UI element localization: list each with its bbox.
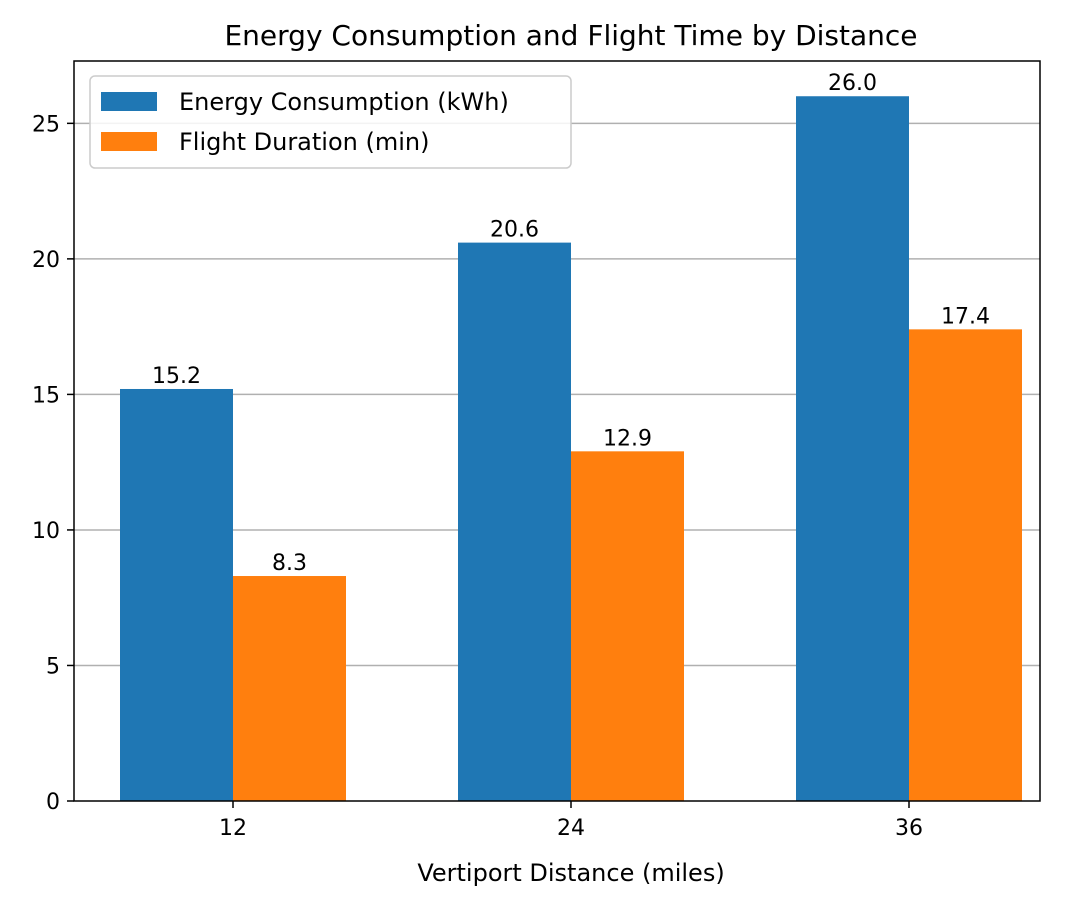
legend: Energy Consumption (kWh) Flight Duration… — [89, 75, 572, 169]
bar-energy-12 — [120, 388, 233, 801]
bar-energy-24 — [458, 242, 571, 802]
bar-duration-36 — [909, 329, 1022, 801]
y-tick-label: 20 — [32, 248, 60, 273]
y-tick-label: 5 — [46, 654, 60, 679]
legend-label-energy: Energy Consumption (kWh) — [179, 88, 509, 116]
bar-data-label: 8.3 — [272, 551, 307, 576]
bar-data-label: 26.0 — [828, 71, 877, 96]
x-tick-label: 36 — [895, 816, 923, 841]
bar-energy-36 — [796, 96, 909, 801]
legend-swatch-duration — [101, 132, 157, 151]
y-axis: 0 5 10 15 20 25 — [32, 112, 74, 815]
y-tick-label: 15 — [32, 383, 60, 408]
bar-duration-24 — [571, 451, 684, 801]
bar-data-label: 20.6 — [490, 218, 539, 243]
y-tick-label: 0 — [46, 790, 60, 815]
legend-label-duration: Flight Duration (min) — [179, 128, 429, 156]
bar-data-label: 17.4 — [941, 304, 990, 329]
y-tick-label: 25 — [32, 112, 60, 137]
x-axis: 12 24 36 — [219, 801, 923, 841]
legend-swatch-energy — [101, 92, 157, 111]
x-tick-label: 12 — [219, 816, 247, 841]
bar-data-label: 12.9 — [603, 426, 652, 451]
legend-box — [89, 75, 572, 169]
bars — [120, 96, 1022, 802]
bar-duration-12 — [233, 576, 346, 801]
x-axis-label: Vertiport Distance (miles) — [417, 859, 724, 887]
chart-title: Energy Consumption and Flight Time by Di… — [224, 19, 917, 52]
x-tick-label: 24 — [557, 816, 585, 841]
bar-data-label: 15.2 — [152, 364, 201, 389]
plot-frame — [73, 60, 1041, 802]
y-tick-label: 10 — [32, 519, 60, 544]
bar-labels: 15.2 20.6 26.0 8.3 12.9 17.4 — [152, 71, 990, 576]
